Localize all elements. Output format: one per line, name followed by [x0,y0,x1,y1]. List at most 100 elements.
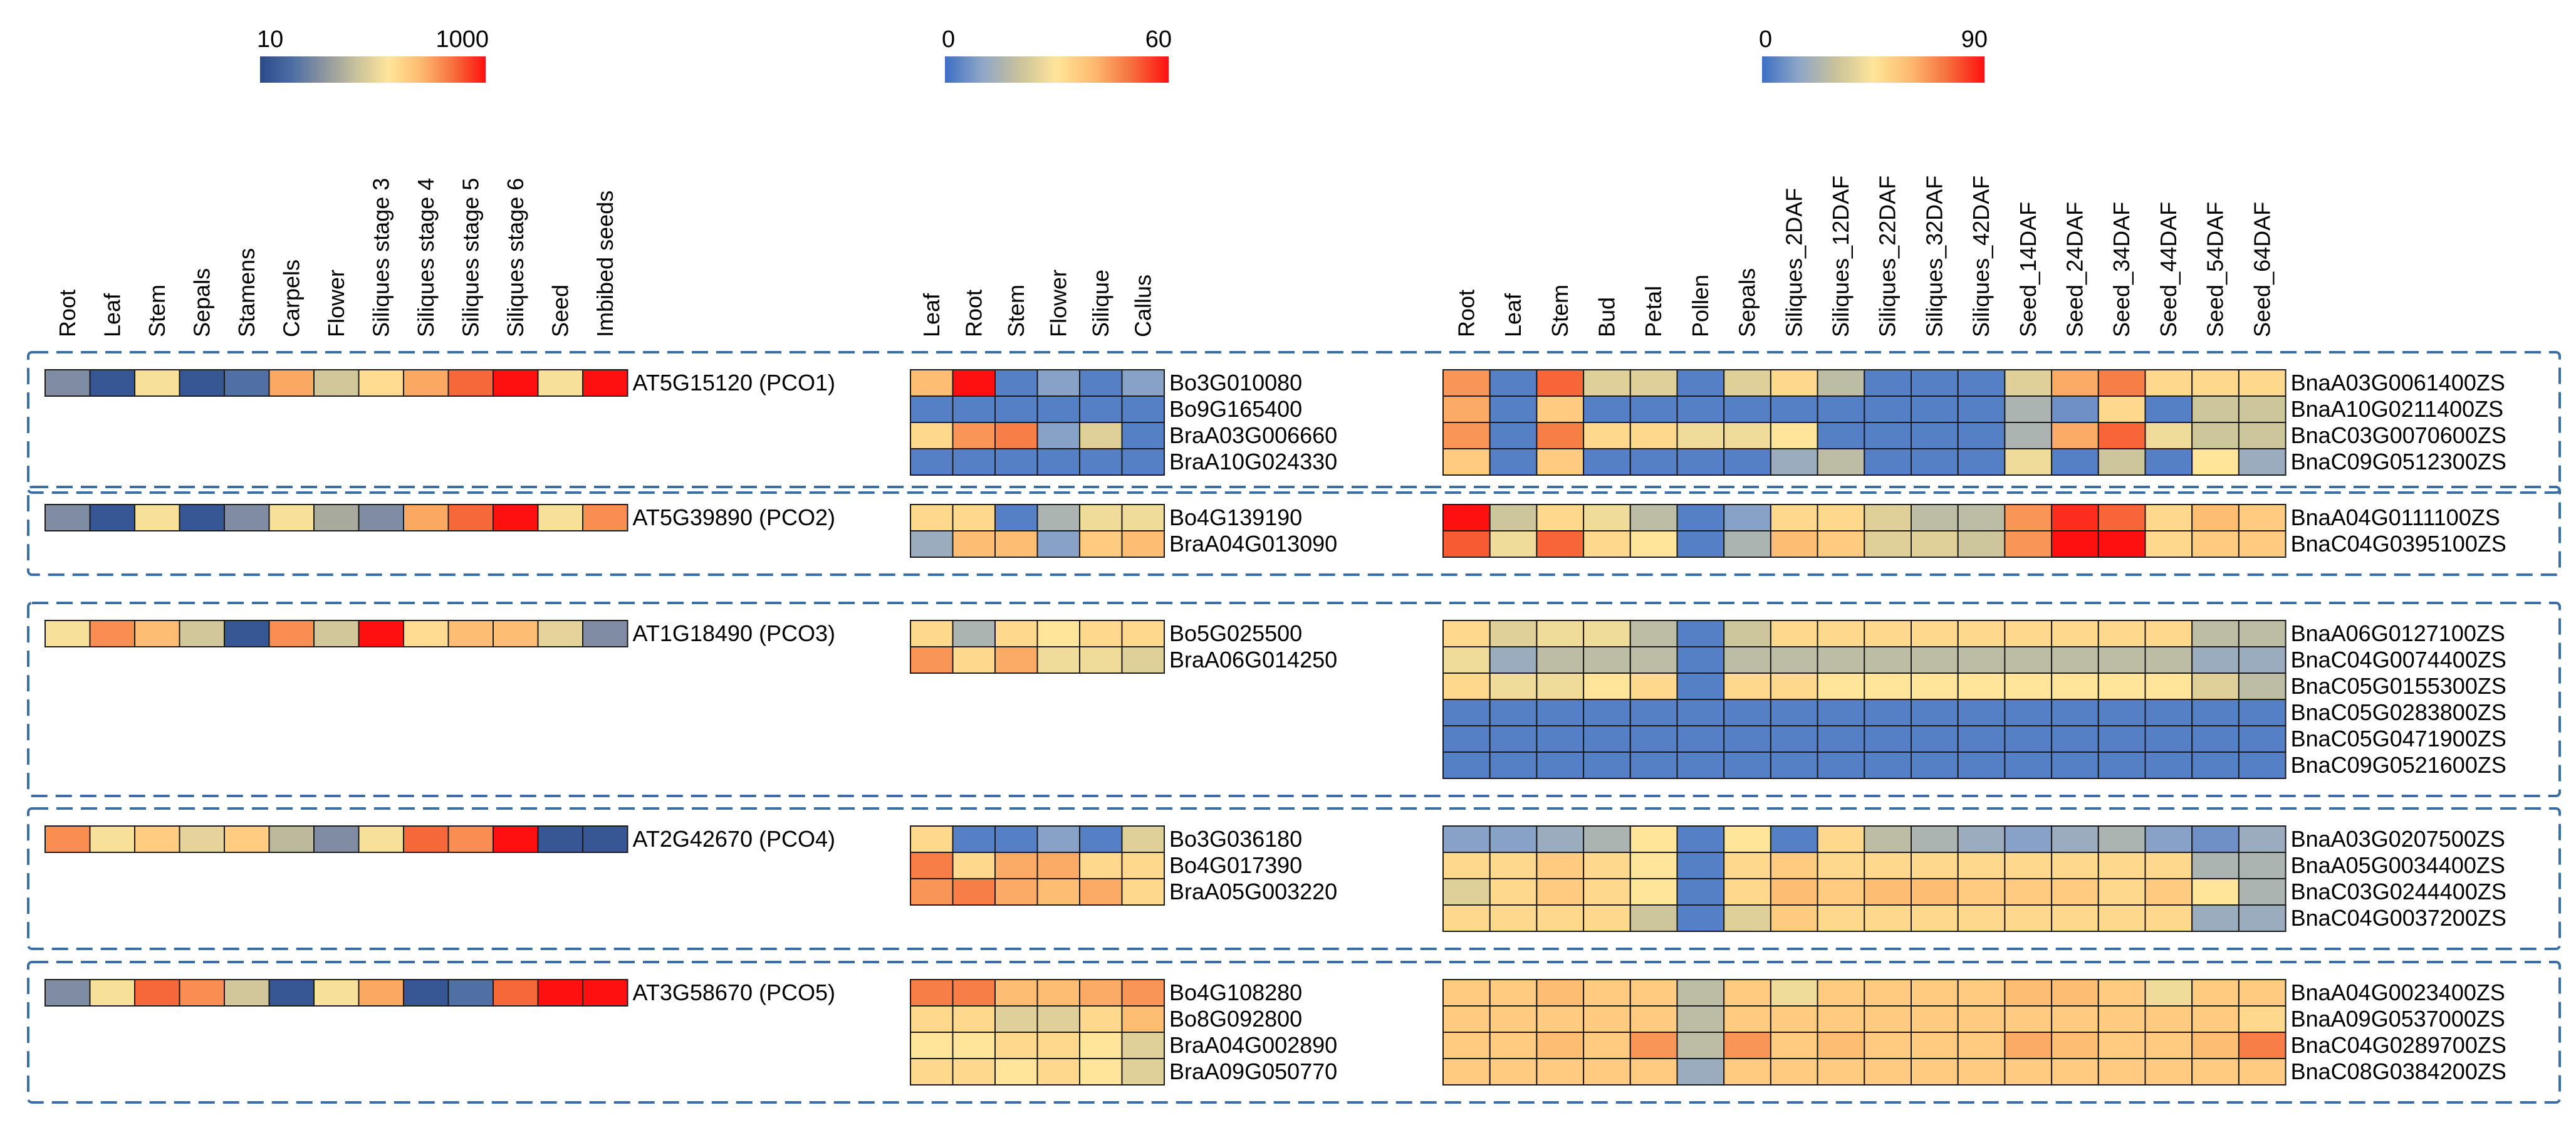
heatmap-cell [994,620,1038,647]
heatmap-cell [1442,825,1491,853]
heatmap-cell [910,825,954,853]
heatmap-cell [1489,646,1538,674]
heatmap-cell [2191,878,2240,906]
heatmap-cell [1911,1058,1959,1086]
heatmap-cell [2004,852,2053,879]
heatmap-cell [1723,369,1771,397]
heatmap-cell [1629,1005,1678,1033]
heatmap-cell [1770,979,1818,1007]
heatmap-cell [1957,725,2006,753]
heatmap-cell [1079,646,1123,674]
column-label: Flower [1045,269,1071,337]
heatmap-cell [582,620,628,647]
heatmap-cell [1036,646,1080,674]
heatmap-cell [1911,825,1959,853]
heatmap-cell [1770,448,1818,476]
heatmap-cell [179,979,225,1007]
heatmap-cell [1723,448,1771,476]
heatmap-cell [1629,672,1678,700]
heatmap-cell [1536,369,1585,397]
heatmap-cell [1536,646,1585,674]
heatmap-cell [1676,1058,1725,1086]
heatmap-cell [2004,878,2053,906]
heatmap-cell [1489,504,1538,531]
heatmap-cell [1723,672,1771,700]
heatmap-cell [1911,1032,1959,1059]
heatmap-cell [994,369,1038,397]
heatmap-cell [1489,530,1538,558]
heatmap-cell [403,825,449,853]
heatmap-cell [1036,1058,1080,1086]
heatmap-cell [2051,422,2099,449]
gene-row-label: BnaC05G0155300ZS [2291,673,2506,699]
gene-row-label: BnaC04G0395100ZS [2291,531,2506,557]
heatmap-cell [1817,646,1865,674]
heatmap-cell [224,620,270,647]
heatmap-cell [1536,751,1585,779]
heatmap-cell [582,979,628,1007]
heatmap-cell [1536,825,1585,853]
heatmap-cell [2051,1005,2099,1033]
heatmap-cell [1957,422,2006,449]
heatmap-cell [2238,395,2287,423]
heatmap-cell [1723,904,1771,932]
column-label: Seed_44DAF [2156,202,2181,337]
heatmap-cell [1864,1032,1912,1059]
heatmap-cell [910,422,954,449]
heatmap-cell [1676,620,1725,647]
heatmap-cell [1079,369,1123,397]
heatmap-cell [1770,672,1818,700]
heatmap-cell [1442,395,1491,423]
heatmap-cell [2097,1058,2146,1086]
heatmap-cell [1817,448,1865,476]
heatmap-cell [224,825,270,853]
heatmap-cell [1079,852,1123,879]
heatmap-cell [2097,725,2146,753]
heatmap-cell [1121,1005,1165,1033]
heatmap-cell [952,422,996,449]
heatmap-cell [2191,1005,2240,1033]
heatmap-cell [1864,904,1912,932]
gene-row-label: BnaA05G0034400ZS [2291,852,2505,878]
heatmap-cell [1723,530,1771,558]
heatmap-cell [910,448,954,476]
heatmap-cell [2051,699,2099,726]
heatmap-cell [403,369,449,397]
heatmap-cell [2144,530,2193,558]
heatmap-cell [1583,530,1631,558]
heatmap-cell [994,1032,1038,1059]
heatmap-cell [2238,620,2287,647]
heatmap-cell [1770,699,1818,726]
colorbar-1: 10 1000 [257,26,489,83]
heatmap-cell [1629,448,1678,476]
heatmap-cell [1121,530,1165,558]
colorbar-min-label: 0 [942,26,955,53]
heatmap-cell [2191,672,2240,700]
heatmap-cell [1864,1058,1912,1086]
heatmap-cell [994,979,1038,1007]
heatmap-cell [89,979,135,1007]
heatmap-cell [1121,825,1165,853]
heatmap-cell [1489,751,1538,779]
heatmap-cell [910,395,954,423]
heatmap-cell [1629,646,1678,674]
heatmap-cell [1864,878,1912,906]
heatmap-cell [1442,904,1491,932]
heatmap-cell [1864,422,1912,449]
gene-row-label: BnaA03G0207500ZS [2291,826,2505,852]
heatmap-cell [1121,852,1165,879]
heatmap-cell [1583,422,1631,449]
heatmap-cell [994,504,1038,531]
heatmap-cell [1723,1058,1771,1086]
heatmap-cell [2097,530,2146,558]
heatmap-cell [952,1005,996,1033]
column-label: Siliques stage 4 [413,178,439,337]
heatmap-cell [952,825,996,853]
heatmap-cell [1489,904,1538,932]
heatmap-cell [1957,751,2006,779]
heatmap-cell [1489,878,1538,906]
heatmap-cell [1121,1058,1165,1086]
heatmap-cell [2238,504,2287,531]
colorbar-gradient [945,56,1169,83]
